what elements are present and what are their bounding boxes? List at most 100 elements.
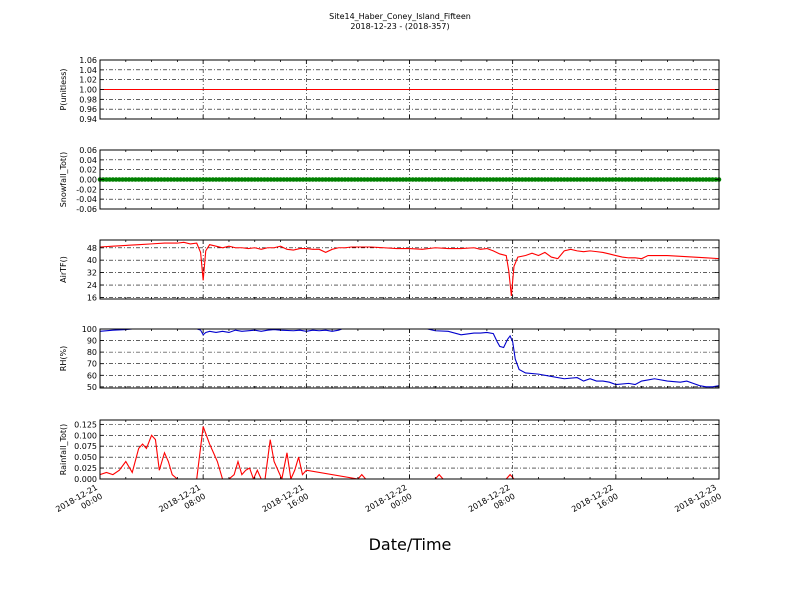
- data-point: [165, 177, 171, 182]
- data-point: [365, 177, 370, 182]
- data-point: [239, 177, 245, 182]
- data-point: [278, 177, 283, 182]
- data-point: [407, 177, 412, 182]
- y-tick-label: 0.050: [74, 453, 97, 462]
- figure-title-line1: Site14_Haber_Coney_Island_Fifteen: [329, 12, 471, 21]
- data-point: [468, 177, 474, 182]
- data-point: [139, 177, 145, 182]
- data-point: [229, 177, 235, 182]
- data-point: [603, 177, 609, 182]
- y-tick-label: 0.125: [74, 420, 97, 429]
- data-point: [271, 177, 277, 182]
- data-point: [449, 177, 454, 182]
- data-point: [281, 177, 287, 182]
- data-point: [226, 177, 232, 182]
- data-point: [223, 177, 229, 182]
- data-point: [252, 177, 258, 182]
- data-point: [349, 177, 354, 182]
- data-point: [323, 177, 328, 182]
- data-point: [536, 177, 541, 182]
- data-point: [529, 177, 535, 182]
- data-point: [532, 177, 538, 182]
- data-point: [258, 177, 264, 182]
- x-tick-labels: 2018-12-2100:00 2018-12-2108:00 2018-12-21…: [54, 483, 723, 523]
- data-point: [336, 177, 341, 182]
- data-point: [700, 177, 706, 182]
- data-point: [678, 177, 683, 182]
- data-point: [503, 177, 509, 182]
- series-markers: [97, 177, 722, 182]
- data-point: [710, 177, 715, 182]
- data-point: [194, 177, 200, 182]
- data-point: [655, 177, 661, 182]
- data-point: [520, 177, 525, 182]
- data-point: [216, 177, 222, 182]
- data-point: [249, 177, 254, 182]
- data-point: [358, 177, 364, 182]
- data-point: [452, 177, 457, 182]
- data-point: [233, 177, 238, 182]
- data-point: [616, 177, 622, 182]
- y-axis-label: RH(%): [59, 346, 68, 371]
- data-point: [378, 177, 383, 182]
- data-point: [204, 177, 209, 182]
- y-tick-label: 1.06: [79, 56, 97, 65]
- y-tick-label: 70: [87, 360, 97, 369]
- data-point: [526, 177, 532, 182]
- data-point: [129, 177, 135, 182]
- data-point: [175, 177, 180, 182]
- data-point: [639, 177, 644, 182]
- y-tick-label: 0.04: [79, 156, 97, 165]
- data-point: [423, 177, 428, 182]
- data-point: [590, 177, 596, 182]
- data-point: [674, 177, 680, 182]
- data-point: [210, 177, 216, 182]
- y-tick-label: 90: [87, 337, 97, 346]
- y-axis-label: Snowfall_Tot(): [59, 152, 68, 208]
- data-point: [484, 177, 490, 182]
- data-point: [632, 177, 638, 182]
- data-point: [110, 177, 116, 182]
- data-point: [133, 177, 138, 182]
- data-point: [171, 177, 177, 182]
- data-point: [690, 177, 696, 182]
- grid: [100, 329, 719, 388]
- data-point: [462, 177, 467, 182]
- data-point: [120, 177, 125, 182]
- data-point: [287, 177, 293, 182]
- data-point: [297, 177, 303, 182]
- data-point: [158, 177, 164, 182]
- data-point: [458, 177, 464, 182]
- data-point: [155, 177, 161, 182]
- data-point: [491, 177, 496, 182]
- data-point: [149, 177, 154, 182]
- data-point: [126, 177, 132, 182]
- grid: [100, 420, 719, 479]
- data-point: [513, 177, 519, 182]
- data-point: [581, 177, 586, 182]
- data-point: [184, 177, 190, 182]
- data-point: [220, 177, 225, 182]
- data-point: [707, 177, 712, 182]
- data-point: [613, 177, 619, 182]
- data-point: [384, 177, 390, 182]
- data-point: [607, 177, 612, 182]
- data-point: [394, 177, 399, 182]
- data-point: [181, 177, 187, 182]
- data-point: [107, 177, 112, 182]
- air-temperature-panel: 16 24 32 40 48 AirTF(): [59, 239, 720, 302]
- data-point: [265, 177, 270, 182]
- data-point: [652, 177, 657, 182]
- y-tick-label: 16: [87, 293, 97, 302]
- data-point: [255, 177, 261, 182]
- data-point: [197, 177, 203, 182]
- data-point: [142, 177, 148, 182]
- data-point: [558, 177, 564, 182]
- data-point: [629, 177, 635, 182]
- x-axis-label: Date/Time: [369, 535, 452, 554]
- data-point: [636, 177, 641, 182]
- data-point: [213, 177, 219, 182]
- data-point: [136, 177, 141, 182]
- x-tick-label: 2018-12-2216:00: [570, 483, 620, 523]
